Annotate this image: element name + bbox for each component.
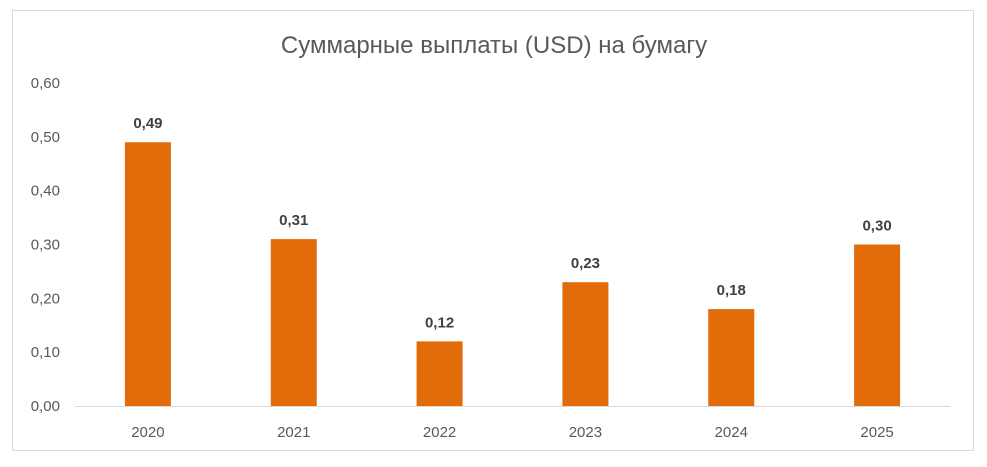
x-axis: 2020 2021 2022 2023 2024 2025: [75, 406, 950, 441]
x-tick-label: 2025: [860, 424, 893, 441]
bar: [416, 341, 463, 406]
bar: [562, 282, 609, 406]
data-label: 0,49: [133, 115, 162, 132]
bar: [708, 309, 755, 406]
data-label: 0,30: [862, 218, 891, 235]
y-tick-label: 0,50: [31, 129, 60, 146]
data-label: 0,18: [717, 282, 746, 299]
y-tick-label: 0,60: [31, 75, 60, 92]
y-tick-label: 0,40: [31, 183, 60, 200]
chart-title: Суммарные выплаты (USD) на бумагу: [281, 32, 707, 59]
y-tick-label: 0,20: [31, 290, 60, 307]
data-label: 0,23: [571, 255, 600, 272]
y-tick-label: 0,00: [31, 398, 60, 415]
x-tick-label: 2024: [715, 424, 748, 441]
chart-frame: [12, 10, 974, 451]
y-tick-label: 0,10: [31, 344, 60, 361]
y-tick-label: 0,30: [31, 237, 60, 254]
bar: [854, 244, 901, 406]
data-label: 0,12: [425, 314, 454, 331]
bars: 0,49 0,31 0,12 0,23 0,18 0,30: [124, 115, 901, 406]
data-label: 0,31: [279, 212, 308, 229]
x-tick-label: 2020: [131, 424, 164, 441]
y-axis: 0,00 0,10 0,20 0,30 0,40 0,50 0,60: [31, 75, 60, 415]
x-tick-label: 2022: [423, 424, 456, 441]
x-tick-label: 2023: [569, 424, 602, 441]
x-tick-label: 2021: [277, 424, 310, 441]
bar: [270, 239, 317, 406]
bar: [124, 142, 171, 406]
